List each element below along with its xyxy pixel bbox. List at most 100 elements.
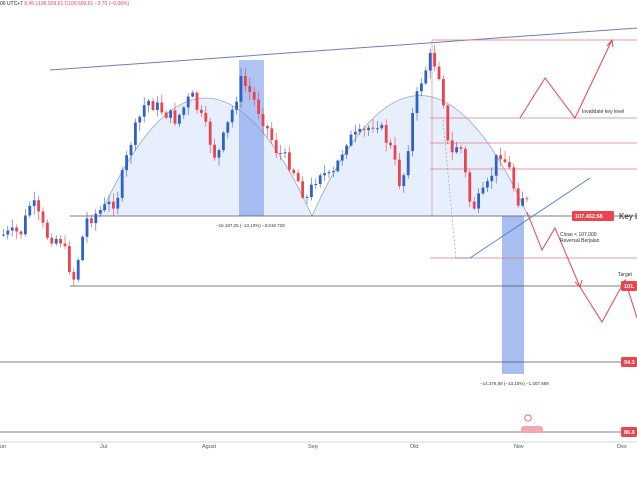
price-tag xyxy=(572,211,614,221)
candle-body xyxy=(10,227,14,231)
candle-body xyxy=(98,210,102,214)
candle-body xyxy=(411,113,414,152)
candle-body xyxy=(213,144,216,158)
candle-body xyxy=(85,218,89,237)
candle-body xyxy=(261,114,265,127)
candle-body xyxy=(138,116,142,123)
price-tag xyxy=(621,427,637,437)
price-tag-label: 101. xyxy=(624,284,635,290)
candle-body xyxy=(292,169,296,174)
candle-body xyxy=(160,102,164,113)
candle-body xyxy=(402,175,406,187)
event-badge xyxy=(521,426,543,433)
candle-body xyxy=(459,147,463,149)
candle-body xyxy=(376,128,379,130)
candle-body xyxy=(525,198,529,200)
key-level-label: Key L xyxy=(619,212,637,221)
x-tick-label: Sep xyxy=(308,444,318,450)
candle-body xyxy=(235,101,238,110)
candle-body xyxy=(415,91,419,114)
candle-body xyxy=(490,175,494,182)
x-tick-label: Jul xyxy=(100,444,107,450)
candle-body xyxy=(521,198,524,206)
candle-body xyxy=(81,236,84,260)
invalidate-label: Invalidate key level xyxy=(582,109,624,115)
candle-body xyxy=(41,211,45,223)
candle-body xyxy=(428,52,432,71)
candle-body xyxy=(59,238,62,244)
candle-body xyxy=(6,230,10,235)
candle-body xyxy=(169,110,172,118)
candle-body xyxy=(15,227,18,232)
event-marker-icon xyxy=(524,414,532,422)
candle-body xyxy=(125,155,128,171)
dashed-projection xyxy=(442,119,457,259)
candle-body xyxy=(222,132,225,151)
x-tick-label: Des xyxy=(617,444,627,450)
x-tick-label: Okt xyxy=(410,444,419,450)
candle-body xyxy=(508,162,511,168)
candle-body xyxy=(226,122,230,133)
candle-body xyxy=(112,201,115,209)
candle-body xyxy=(288,152,291,170)
candle-body xyxy=(186,96,190,108)
candle-body xyxy=(32,200,36,206)
candle-body xyxy=(239,76,243,102)
candle-body xyxy=(37,200,40,212)
candle-body xyxy=(503,159,507,163)
candle-body xyxy=(305,197,309,199)
candle-body xyxy=(90,218,93,224)
price-tag-label: 86.8 xyxy=(624,430,635,436)
candle-body xyxy=(362,128,366,131)
candle-body xyxy=(464,148,467,173)
x-tick-label: un xyxy=(0,444,6,450)
candle-body xyxy=(433,52,436,67)
candle-body xyxy=(340,154,344,161)
candle-body xyxy=(446,105,450,141)
candle-body xyxy=(107,201,111,205)
highlight-column-target xyxy=(502,216,524,374)
candle-body xyxy=(63,243,67,247)
candle-body xyxy=(450,140,454,153)
candle-body xyxy=(358,128,362,132)
candle-body xyxy=(481,187,485,194)
close-note-line2: Reversal Berjalan xyxy=(560,238,600,244)
candle-body xyxy=(164,112,168,118)
candle-body xyxy=(116,197,120,209)
rising-support-line xyxy=(469,177,591,259)
candle-body xyxy=(173,110,177,124)
candle-body xyxy=(327,172,331,174)
candle-body xyxy=(345,145,348,155)
candle-body xyxy=(217,150,221,158)
price-tag-label: 107.452,58 xyxy=(575,214,603,220)
candle-body xyxy=(323,173,326,176)
candle-body xyxy=(195,92,199,110)
candle-body xyxy=(455,147,458,153)
candle-body xyxy=(296,173,300,182)
neckline-measure-label: −16.197,25 (−13,10%) −3.618.729 xyxy=(216,223,285,228)
candle-body xyxy=(332,171,335,173)
candle-body xyxy=(310,184,313,198)
candle-body xyxy=(314,184,318,186)
candle-body xyxy=(252,92,256,100)
candle-body xyxy=(420,83,423,92)
x-tick-label: Agust xyxy=(202,444,217,450)
candle-body xyxy=(486,181,489,188)
close-note-line1: Close < 107,000 xyxy=(560,232,597,238)
candle-body xyxy=(398,159,401,187)
candle-body xyxy=(178,114,181,124)
candle-body xyxy=(129,144,133,156)
candle-body xyxy=(68,246,71,273)
candle-body xyxy=(279,153,282,155)
candle-body xyxy=(367,127,370,131)
candle-body xyxy=(2,234,5,236)
candle-body xyxy=(182,107,186,115)
candle-body xyxy=(274,140,278,154)
candle-body xyxy=(424,70,428,84)
ohlc-header: 00 UTC+7 8,45 L106.509,61 C106.509,61 −3… xyxy=(0,1,129,7)
candle-body xyxy=(442,79,445,106)
target-measure-label: −14.376,89 (−13,10%) −1.407.689 xyxy=(480,381,549,386)
candle-body xyxy=(494,155,498,176)
